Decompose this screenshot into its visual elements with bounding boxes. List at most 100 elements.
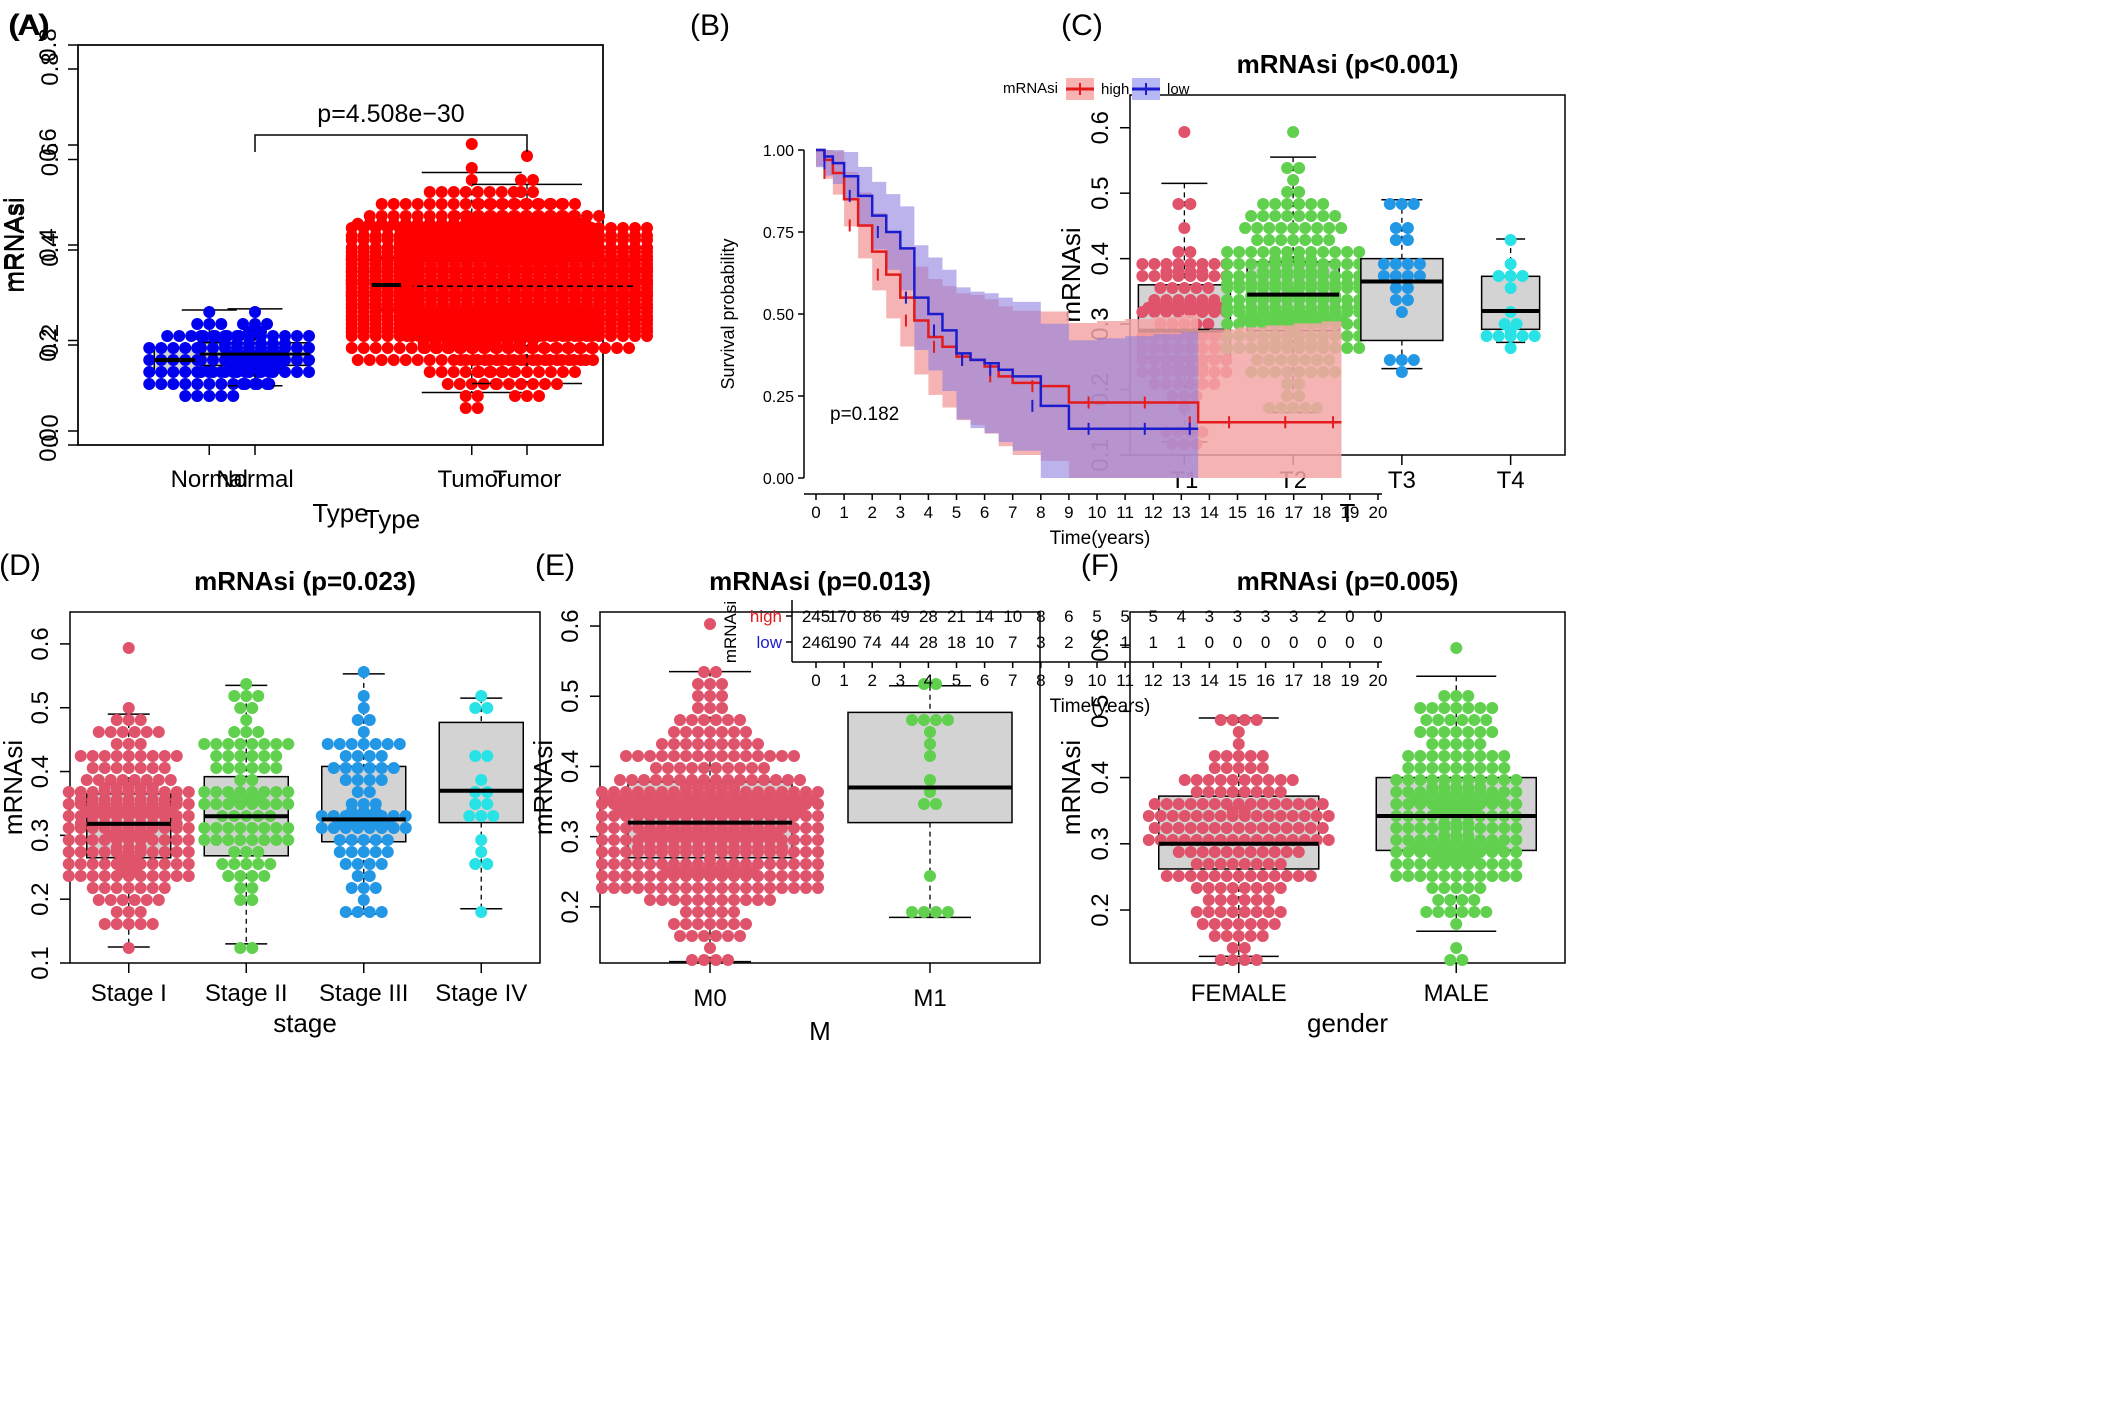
data-point: [1504, 342, 1517, 354]
data-point: [86, 762, 99, 774]
data-point: [692, 726, 704, 738]
data-point: [255, 337, 267, 350]
data-point: [1414, 858, 1427, 870]
risk-count: 1: [1177, 633, 1186, 652]
data-point: [587, 354, 599, 366]
data-point: [644, 870, 656, 882]
data-point: [728, 882, 740, 894]
data-point: [680, 894, 692, 906]
risk-x-tick-label: 4: [924, 671, 933, 690]
data-point: [1383, 198, 1396, 210]
data-point: [521, 301, 533, 314]
data-point: [1432, 894, 1445, 906]
data-point: [98, 870, 111, 882]
data-point: [381, 265, 394, 278]
data-point: [369, 738, 382, 750]
data-point: [1432, 906, 1445, 918]
data-point: [680, 882, 692, 894]
data-point: [1492, 793, 1505, 806]
data-point: [716, 906, 728, 918]
data-point: [734, 829, 746, 842]
data-point: [473, 198, 485, 210]
data-point: [521, 289, 533, 302]
data-point: [515, 342, 527, 354]
data-point: [495, 186, 508, 198]
risk-x-tick-label: 7: [1008, 671, 1017, 690]
data-point: [1214, 810, 1227, 822]
x-axis-label: gender: [1307, 1008, 1388, 1038]
data-point: [746, 762, 758, 774]
data-point: [617, 229, 629, 242]
data-point: [413, 253, 425, 266]
data-point: [521, 325, 533, 338]
data-point: [483, 186, 496, 198]
risk-x-tick-label: 3: [896, 671, 905, 690]
x-tick-label: 10: [1088, 503, 1107, 522]
data-point: [1516, 330, 1529, 342]
data-point: [527, 186, 539, 198]
data-point: [1178, 282, 1191, 294]
data-point: [698, 865, 710, 878]
data-point: [1256, 918, 1269, 930]
data-point: [680, 750, 692, 762]
data-point: [1136, 270, 1149, 282]
data-point: [599, 342, 611, 354]
data-point: [704, 738, 716, 750]
data-point: [158, 882, 171, 894]
risk-count: 86: [863, 607, 882, 626]
data-point: [1420, 714, 1433, 726]
data-point: [557, 198, 569, 210]
data-point: [198, 738, 211, 750]
data-point: [210, 762, 223, 774]
data-point: [1208, 918, 1221, 930]
data-point: [228, 846, 241, 858]
data-point: [146, 781, 159, 794]
data-point: [461, 289, 473, 302]
data-point: [240, 678, 253, 690]
data-point: [692, 906, 704, 918]
data-point: [447, 366, 460, 378]
data-point: [1226, 858, 1239, 870]
data-point: [469, 750, 482, 762]
x-tick-label: 8: [1036, 503, 1045, 522]
data-point: [918, 798, 930, 810]
data-point: [533, 265, 545, 278]
data-point: [485, 277, 497, 290]
data-point: [593, 229, 605, 242]
data-point: [1492, 330, 1505, 342]
risk-count: 0: [1261, 633, 1270, 652]
x-tick-label: 20: [1369, 503, 1388, 522]
data-point: [1274, 906, 1287, 918]
data-point: [1202, 774, 1215, 786]
data-point: [333, 738, 346, 750]
data-point: [1269, 198, 1282, 210]
data-point: [1323, 222, 1336, 234]
data-point: [674, 714, 686, 726]
data-point: [449, 229, 461, 242]
data-point: [758, 805, 770, 818]
data-point: [282, 822, 295, 834]
data-point: [569, 198, 581, 210]
data-point: [1438, 781, 1451, 794]
data-point: [463, 810, 476, 822]
data-point: [1432, 853, 1445, 866]
data-point: [249, 349, 261, 362]
y-tick-label: 0.1: [27, 946, 54, 979]
data-point: [1310, 810, 1323, 822]
chart-title: mRNAsi (p=0.023): [194, 566, 416, 596]
data-point: [1220, 822, 1233, 834]
data-point: [1450, 642, 1463, 654]
data-point: [369, 805, 382, 818]
data-point: [770, 793, 782, 806]
data-point: [449, 253, 461, 266]
data-point: [788, 858, 800, 870]
data-point: [1462, 738, 1475, 750]
data-point: [98, 781, 111, 794]
data-point: [716, 678, 728, 690]
data-point: [345, 738, 358, 750]
data-point: [758, 793, 770, 806]
data-point: [469, 858, 482, 870]
data-point: [1281, 253, 1294, 266]
risk-x-tick-label: 8: [1036, 671, 1045, 690]
y-tick-label: 0.4: [1087, 242, 1114, 275]
